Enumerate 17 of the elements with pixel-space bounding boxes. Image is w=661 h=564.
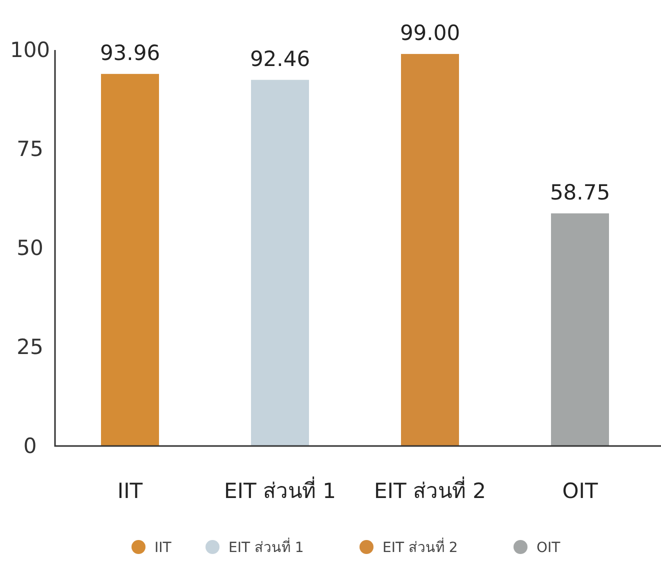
- y-tick-label: 0: [23, 434, 37, 458]
- data-label: 93.96: [100, 40, 160, 65]
- legend-label: EIT ส่วนที่ 2: [382, 538, 458, 556]
- legend-label: IIT: [154, 540, 172, 556]
- data-label: 58.75: [550, 180, 610, 204]
- y-tick-label: 75: [16, 137, 44, 161]
- y-tick-label: 25: [16, 335, 44, 359]
- data-label: 99.00: [400, 20, 460, 45]
- legend-label: EIT ส่วนที่ 1: [228, 538, 304, 556]
- x-tick-label: OIT: [562, 479, 598, 503]
- data-label: 92.46: [250, 46, 310, 71]
- x-tick-label: EIT ส่วนที่ 1: [224, 476, 336, 503]
- x-tick-label: IIT: [117, 479, 143, 503]
- y-tick-label: 100: [10, 38, 50, 62]
- y-tick-label: 50: [16, 236, 44, 260]
- x-tick-label: EIT ส่วนที่ 2: [374, 476, 486, 503]
- legend-label: OIT: [536, 540, 561, 556]
